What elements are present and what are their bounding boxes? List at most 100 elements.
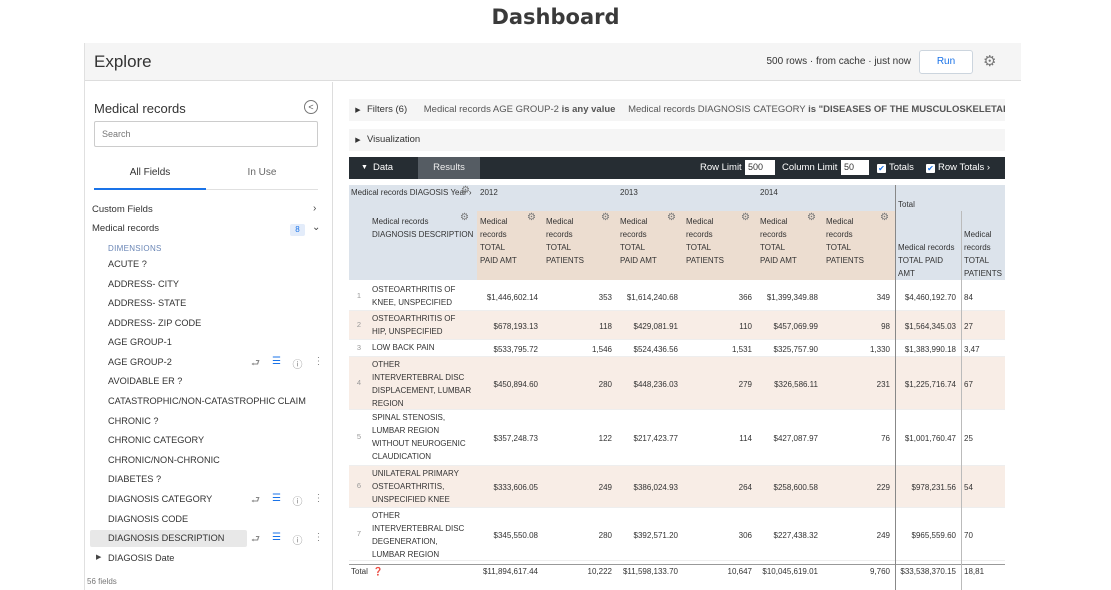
row-totals-checkbox[interactable]: ✔ Row Totals › xyxy=(926,162,991,173)
table-cell: $1,446,602.14 xyxy=(486,292,538,302)
visualization-section[interactable]: ▶ Visualization xyxy=(349,129,1005,151)
collapse-sidebar-icon[interactable]: < xyxy=(304,100,318,114)
year-header: 2012 xyxy=(477,185,617,211)
table-cell: 3,47 xyxy=(964,344,980,354)
custom-fields-group[interactable]: Custom Fields xyxy=(92,204,153,215)
results-tab[interactable]: Results xyxy=(418,157,480,179)
field-count: 56 fields xyxy=(87,577,117,586)
gear-icon[interactable]: ⚙ xyxy=(461,185,470,196)
caret-right-icon[interactable]: ▶ xyxy=(96,554,102,561)
filter-icon[interactable]: ☰ xyxy=(272,532,281,543)
explore-name: Medical records xyxy=(94,101,186,116)
field-item[interactable]: ADDRESS- STATE xyxy=(108,298,187,308)
table-cell: $1,614,240.68 xyxy=(626,292,678,302)
run-button[interactable]: Run xyxy=(919,50,973,74)
checkbox-icon[interactable]: ✔ xyxy=(926,164,935,173)
visualization-label: Visualization xyxy=(367,134,421,145)
totals-label: Total xyxy=(351,567,368,576)
chevron-down-icon[interactable]: ⌄ xyxy=(312,222,321,233)
info-icon[interactable]: ⓘ xyxy=(292,497,303,508)
table-cell: 280 xyxy=(598,530,612,540)
table-cell: 122 xyxy=(598,434,612,443)
view-medical-records[interactable]: Medical records xyxy=(92,223,160,234)
table-cell: $524,436.56 xyxy=(633,344,679,354)
table-cell: 27 xyxy=(964,321,973,331)
filters-label: Filters (6) xyxy=(367,104,408,115)
more-icon[interactable]: ⋮ xyxy=(313,532,324,543)
table-cell: $386,024.93 xyxy=(633,483,679,492)
table-cell: 249 xyxy=(598,483,612,492)
year-header: 2013 xyxy=(617,185,757,211)
table-cell: $1,383,990.18 xyxy=(904,344,956,354)
gear-icon[interactable]: ⚙ xyxy=(741,212,750,223)
caret-right-icon: ▶ xyxy=(355,137,361,144)
gear-icon[interactable]: ⚙ xyxy=(880,212,889,223)
dimensions-label: DIMENSIONS xyxy=(108,244,162,253)
results-table: Medical records DIAGOSIS Year › ⚙ 2012 2… xyxy=(349,185,1005,590)
table-cell: 349 xyxy=(876,292,890,302)
data-label[interactable]: Data xyxy=(373,162,394,173)
row-background xyxy=(349,508,1005,561)
field-item[interactable]: CHRONIC/NON-CHRONIC xyxy=(108,455,220,465)
field-actions: ⮐ ☰ ⓘ ⋮ xyxy=(250,493,324,510)
gear-icon[interactable]: ⚙ xyxy=(601,212,610,223)
field-item[interactable]: DIAGOSIS Date xyxy=(108,553,175,563)
measure-header: Medical records TOTAL PATIENTS xyxy=(543,211,617,280)
pivot-icon[interactable]: ⮐ xyxy=(251,534,260,545)
info-icon[interactable]: ⓘ xyxy=(292,536,303,547)
pivot-header: Medical records DIAGOSIS Year › xyxy=(349,185,477,211)
gear-icon[interactable]: ⚙ xyxy=(983,53,997,70)
table-cell: $333,606.05 xyxy=(493,483,539,492)
field-item[interactable]: CHRONIC CATEGORY xyxy=(108,435,205,445)
filters-section[interactable]: ▶ Filters (6) Medical records AGE GROUP-2… xyxy=(349,99,1005,121)
field-item[interactable]: DIAGNOSIS CATEGORY xyxy=(108,494,213,504)
page-title: Dashboard xyxy=(491,5,620,29)
field-item[interactable]: AVOIDABLE ER ? xyxy=(108,376,183,386)
tab-all-fields[interactable]: All Fields xyxy=(94,166,206,190)
row-description: UNILATERAL PRIMARY OSTEOARTHRITIS, UNSPE… xyxy=(372,469,459,504)
field-item[interactable]: ACUTE ? xyxy=(108,259,147,269)
field-item[interactable]: DIABETES ? xyxy=(108,474,162,484)
field-item[interactable]: CATASTROPHIC/NON-CATASTROPHIC CLAIM xyxy=(108,396,306,406)
table-cell: 366 xyxy=(738,292,752,302)
info-icon[interactable]: ⓘ xyxy=(292,360,303,371)
measure-header: Medical records TOTAL PAID AMT xyxy=(757,211,823,280)
field-item[interactable]: AGE GROUP-1 xyxy=(108,337,172,347)
field-item-selected[interactable]: DIAGNOSIS DESCRIPTION xyxy=(90,530,247,547)
field-actions: ⮐ ☰ ⓘ ⋮ xyxy=(250,532,324,549)
row-number: 4 xyxy=(356,377,362,387)
table-cell: 67 xyxy=(964,379,973,389)
row-number: 3 xyxy=(356,342,362,352)
totals-checkbox[interactable]: ✔ Totals xyxy=(877,162,914,173)
pivot-icon[interactable]: ⮐ xyxy=(251,358,260,369)
tab-in-use[interactable]: In Use xyxy=(247,167,277,178)
filter-icon[interactable]: ☰ xyxy=(272,493,281,504)
checkbox-icon[interactable]: ✔ xyxy=(877,164,886,173)
help-icon[interactable]: ❓ xyxy=(373,567,383,576)
view-count-badge: 8 xyxy=(290,224,305,236)
column-limit-label: Column Limit xyxy=(782,162,838,173)
table-cell: 264 xyxy=(738,483,752,492)
more-icon[interactable]: ⋮ xyxy=(313,493,324,504)
row-limit-input[interactable]: 500 xyxy=(745,160,775,175)
gear-icon[interactable]: ⚙ xyxy=(527,212,536,223)
field-item[interactable]: ADDRESS- CITY xyxy=(108,279,179,289)
pivot-icon[interactable]: ⮐ xyxy=(251,495,260,506)
table-cell: 54 xyxy=(964,483,973,492)
column-divider xyxy=(961,211,962,590)
filter-icon[interactable]: ☰ xyxy=(272,356,281,367)
table-cell: $429,081.91 xyxy=(633,321,679,331)
table-cell: $357,248.73 xyxy=(493,434,539,443)
column-limit-input[interactable]: 50 xyxy=(841,160,869,175)
search-input[interactable] xyxy=(94,121,318,147)
gear-icon[interactable]: ⚙ xyxy=(460,212,469,223)
chevron-right-icon[interactable]: › xyxy=(313,203,317,214)
gear-icon[interactable]: ⚙ xyxy=(667,212,676,223)
field-item[interactable]: CHRONIC ? xyxy=(108,416,159,426)
field-item[interactable]: AGE GROUP-2 xyxy=(108,357,172,367)
more-icon[interactable]: ⋮ xyxy=(313,356,324,367)
gear-icon[interactable]: ⚙ xyxy=(807,212,816,223)
field-item[interactable]: DIAGNOSIS CODE xyxy=(108,514,189,524)
field-item[interactable]: ADDRESS- ZIP CODE xyxy=(108,318,202,328)
caret-down-icon[interactable]: ▼ xyxy=(361,164,368,171)
